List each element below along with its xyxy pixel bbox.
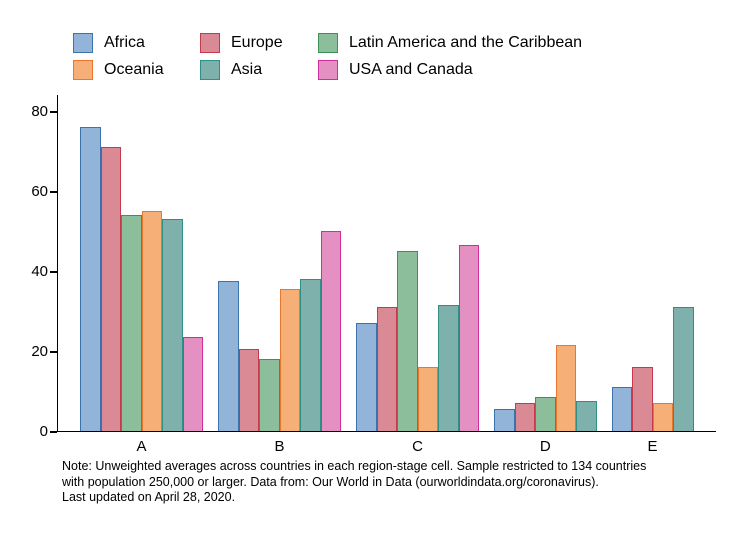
legend-item-asia: Asia [200, 59, 318, 80]
legend-swatch-icon [73, 59, 93, 80]
y-tick-mark [50, 271, 57, 273]
chart-legend: Africa Oceania Europe Asia Latin America and… [73, 29, 582, 83]
bar-usa-and-canada-c [458, 245, 479, 431]
y-tick-mark [50, 191, 57, 193]
bar-asia-c [438, 305, 459, 431]
legend-swatch-icon [200, 59, 220, 80]
legend-item-africa: Africa [73, 32, 200, 53]
plot-area: A B C D E [57, 95, 716, 455]
y-tick-label: 60 [31, 183, 48, 200]
bar-group-b: B [218, 231, 341, 455]
bar-europe-d [514, 403, 535, 431]
bar-usa-and-canada-b [320, 231, 341, 431]
legend-swatch-icon [318, 59, 338, 80]
x-category-label: C [412, 438, 423, 455]
bar-group-e: E [611, 307, 694, 455]
legend-swatch-icon [318, 32, 338, 53]
legend-label: Africa [104, 33, 145, 51]
legend-label: Oceania [104, 60, 164, 78]
bar-group-a: A [80, 127, 203, 455]
y-tick-mark [50, 351, 57, 353]
bar-oceania-c [417, 367, 438, 431]
y-tick-label: 0 [39, 423, 48, 440]
legend-item-europe: Europe [200, 32, 318, 53]
bar-oceania-a [141, 211, 162, 431]
bar-europe-a [100, 147, 121, 431]
x-category-label: D [539, 438, 551, 455]
legend-label: Asia [231, 60, 263, 78]
bar-latin-america-and-the-caribbean-a [121, 215, 142, 431]
bar-latin-america-and-the-caribbean-c [397, 251, 418, 431]
bar-africa-b [218, 281, 239, 431]
bar-africa-a [80, 127, 101, 431]
footnote-line: Last updated on April 28, 2020. [62, 490, 236, 504]
bar-africa-e [611, 387, 632, 431]
footnote-line: Note: Unweighted averages across countri… [62, 459, 647, 473]
bar-latin-america-and-the-caribbean-d [535, 397, 556, 431]
legend-swatch-icon [73, 32, 93, 53]
bar-usa-and-canada-a [182, 337, 203, 431]
bar-group-c: C [356, 245, 479, 455]
y-tick-label: 40 [31, 263, 48, 280]
bar-oceania-e [652, 403, 673, 431]
legend-item-oceania: Oceania [73, 59, 200, 80]
x-category-label: B [274, 438, 285, 455]
legend-label: USA and Canada [349, 60, 473, 78]
bar-asia-d [576, 401, 597, 431]
legend-item-usa-and-canada: USA and Canada [318, 59, 582, 80]
bar-asia-a [162, 219, 183, 431]
y-tick-mark [50, 431, 57, 433]
footnote-line: with population 250,000 or larger. Data … [62, 474, 599, 489]
bar-asia-b [300, 279, 321, 431]
bar-africa-d [494, 409, 515, 431]
bar-europe-b [238, 349, 259, 431]
legend-swatch-icon [200, 32, 220, 53]
y-tick-label: 80 [31, 103, 48, 120]
bar-oceania-b [279, 289, 300, 431]
bar-europe-e [632, 367, 653, 431]
x-category-label: E [647, 438, 658, 455]
bar-europe-c [376, 307, 397, 431]
legend-label: Latin America and the Caribbean [349, 33, 583, 51]
y-tick-label: 20 [31, 343, 48, 360]
bar-asia-e [673, 307, 694, 431]
legend-item-latin-america-and-the-caribbean: Latin America and the Caribbean [318, 32, 583, 53]
legend-label: Europe [231, 33, 283, 51]
bar-oceania-d [555, 345, 576, 431]
bars-container: A B C D E [80, 127, 694, 455]
footnote: Note: Unweighted averages across countri… [62, 459, 646, 506]
bar-group-d: D [494, 345, 597, 455]
bar-africa-c [356, 323, 377, 431]
bar-latin-america-and-the-caribbean-b [259, 359, 280, 431]
y-tick-mark [50, 111, 57, 113]
x-category-label: A [136, 438, 147, 455]
